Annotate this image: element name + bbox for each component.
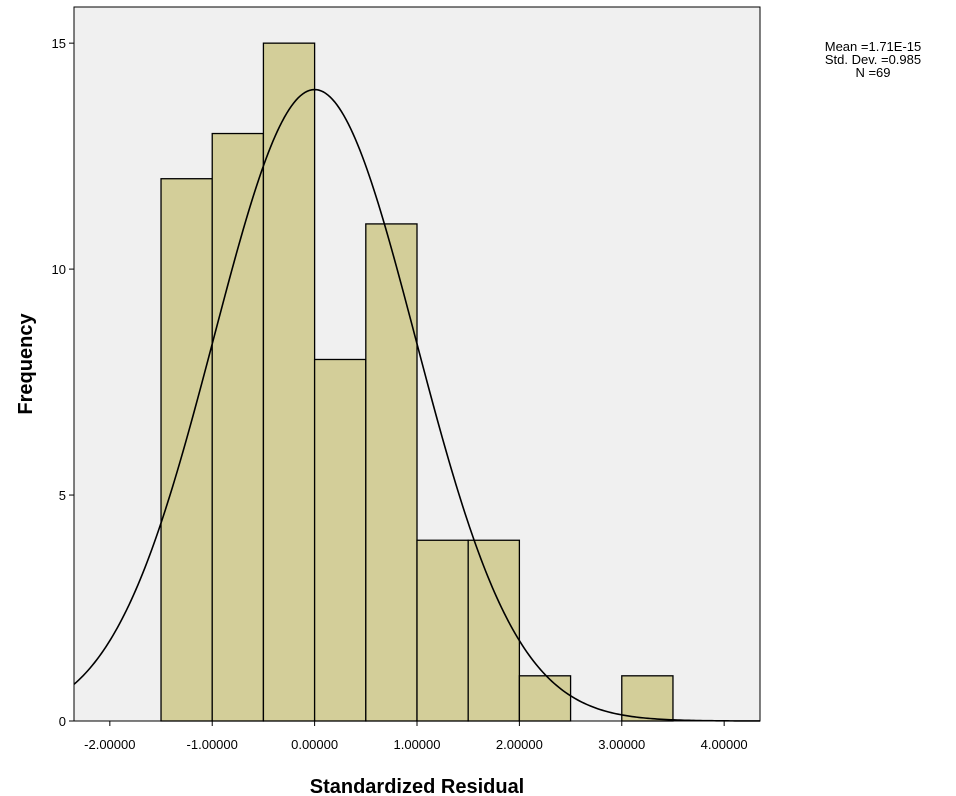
histogram-bars	[160, 42, 674, 722]
histogram-bar	[365, 223, 418, 722]
stats-n: N =69	[855, 65, 891, 80]
y-axis-title: Frequency	[15, 313, 37, 415]
y-axis-ticks: 0 5 10 15	[52, 36, 74, 729]
x-tick-label: 0.00000	[291, 737, 338, 752]
x-tick-label: 2.00000	[496, 737, 543, 752]
y-tick-label: 15	[52, 36, 66, 51]
stats-std-dev: Std. Dev. =0.985	[824, 52, 922, 67]
histogram-bar	[160, 178, 213, 722]
histogram-bar	[262, 42, 316, 722]
histogram-bar	[621, 675, 674, 722]
x-tick-label: 3.00000	[598, 737, 645, 752]
x-axis-ticks: -2.00000 -1.00000 0.00000 1.00000 2.00000 3.0…	[84, 721, 748, 752]
histogram-bar	[467, 539, 521, 722]
x-tick-label: -1.00000	[187, 737, 238, 752]
y-tick-label: 10	[52, 262, 66, 277]
histogram-bar	[211, 132, 265, 722]
stats-mean: Mean =1.71E-15	[824, 39, 922, 54]
histogram-bar	[416, 539, 469, 722]
x-tick-label: -2.00000	[84, 737, 135, 752]
x-tick-label: 1.00000	[394, 737, 441, 752]
y-tick-label: 0	[59, 714, 66, 729]
x-tick-label: 4.00000	[701, 737, 748, 752]
histogram-bar	[518, 675, 572, 722]
histogram-bar	[313, 358, 367, 722]
normal-curve	[73, 88, 760, 722]
x-axis-title: Standardized Residual	[310, 776, 525, 796]
y-tick-label: 5	[59, 488, 66, 503]
stats-box: Mean =1.71E-15 Std. Dev. =0.985 N =69	[798, 40, 948, 79]
